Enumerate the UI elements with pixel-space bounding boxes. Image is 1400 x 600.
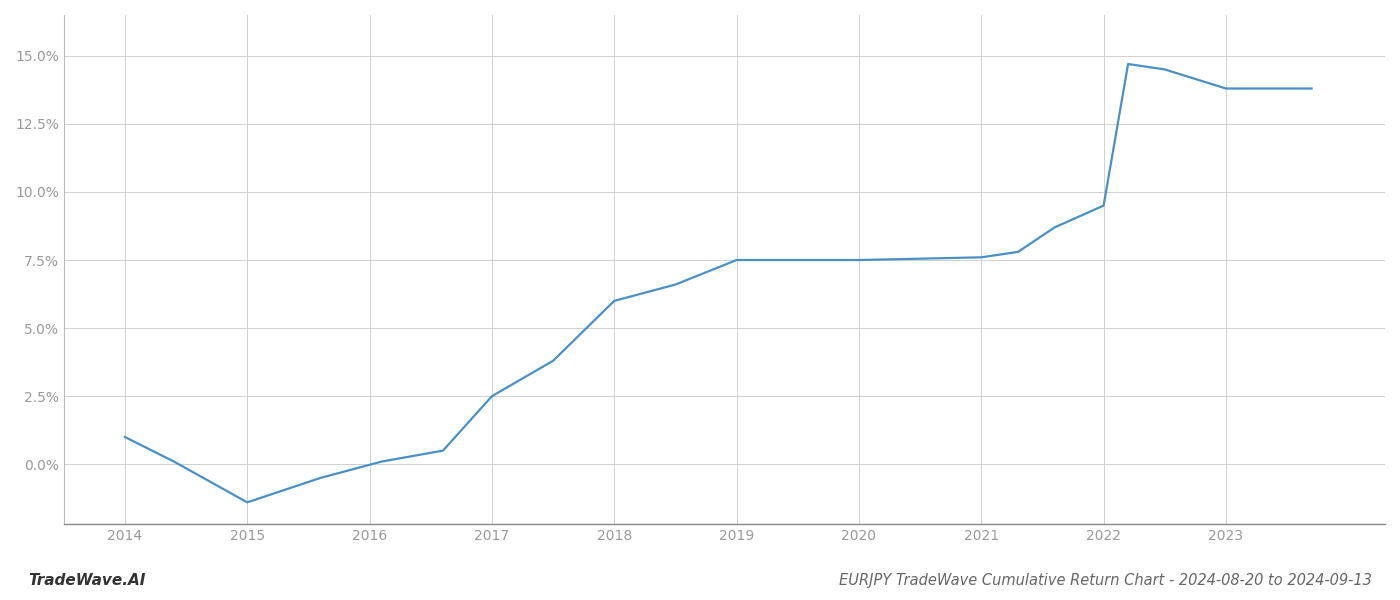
Text: EURJPY TradeWave Cumulative Return Chart - 2024-08-20 to 2024-09-13: EURJPY TradeWave Cumulative Return Chart…: [839, 573, 1372, 588]
Text: TradeWave.AI: TradeWave.AI: [28, 573, 146, 588]
